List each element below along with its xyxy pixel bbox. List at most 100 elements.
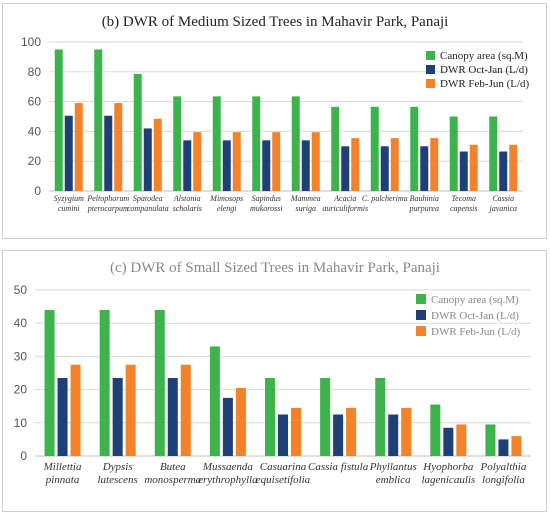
- bar-oct: [420, 146, 429, 191]
- category-label: capensis: [450, 204, 478, 213]
- bar-canopy: [375, 377, 386, 456]
- category-label: lutescens: [98, 474, 138, 486]
- bar-canopy: [331, 106, 340, 191]
- bar-feb: [469, 144, 478, 191]
- category-label: mukorossi: [250, 204, 283, 213]
- category-label: lagenicaulis: [421, 474, 475, 486]
- bar-oct: [112, 377, 123, 456]
- bar-feb: [232, 132, 241, 191]
- chart-panel-medium-trees: (b) DWR of Medium Sized Trees in Mahavir…: [2, 3, 547, 239]
- bar-canopy: [320, 377, 331, 456]
- legend-label: DWR Feb-Jun (L/d): [431, 326, 521, 338]
- bar-oct: [380, 146, 389, 191]
- category-label: purpurea: [409, 204, 439, 213]
- bar-oct: [167, 377, 178, 456]
- y-tick-label: 80: [28, 65, 42, 79]
- bar-oct: [64, 115, 73, 191]
- bar-feb: [456, 424, 467, 456]
- bar-feb: [272, 132, 281, 191]
- category-label: Phyllantus: [369, 461, 417, 473]
- legend-swatch-canopy: [426, 51, 435, 60]
- category-label: cumini: [58, 204, 80, 213]
- category-label: Cassia: [492, 194, 514, 203]
- chart-title: (c) DWR of Small Sized Trees in Mahavir …: [110, 260, 440, 276]
- category-label: erythrophylla: [198, 474, 258, 486]
- legend-swatch-feb: [416, 326, 426, 336]
- bar-oct: [143, 128, 152, 191]
- bar-canopy: [99, 309, 110, 456]
- bar-feb: [74, 103, 83, 191]
- y-tick-label: 0: [20, 449, 27, 463]
- y-tick-label: 60: [28, 95, 42, 109]
- category-label: companulata: [127, 204, 169, 213]
- category-label: Casuarina: [260, 461, 307, 473]
- bar-feb: [125, 364, 136, 456]
- bar-oct: [499, 151, 508, 191]
- category-label: monosperma: [144, 474, 201, 486]
- bar-feb: [180, 364, 191, 456]
- legend-swatch-oct: [426, 65, 435, 74]
- category-label: auriculiformis: [322, 204, 368, 213]
- bar-canopy: [265, 377, 275, 456]
- bar-oct: [262, 140, 271, 191]
- bar-canopy: [94, 49, 103, 192]
- category-label: Butea: [160, 461, 186, 473]
- y-tick-label: 10: [14, 416, 28, 430]
- bar-feb: [153, 118, 162, 191]
- category-label: Acacia: [333, 194, 356, 203]
- category-label: equisetifolia: [256, 474, 311, 486]
- category-label: javanica: [488, 204, 517, 213]
- bar-oct: [333, 414, 344, 456]
- bar-oct: [498, 439, 509, 456]
- bar-canopy: [489, 116, 498, 191]
- bar-feb: [511, 436, 522, 456]
- category-label: Mussaenda: [202, 461, 254, 473]
- legend-label: DWR Oct-Jan (L/d): [440, 64, 528, 76]
- y-tick-label: 20: [28, 154, 42, 168]
- legend-swatch-feb: [426, 79, 435, 88]
- bar-feb: [114, 103, 123, 191]
- bar-feb: [235, 387, 246, 456]
- category-label: pinnata: [45, 474, 80, 486]
- category-label: Peltophorum: [86, 194, 129, 203]
- bar-canopy: [173, 96, 182, 191]
- bar-feb: [351, 138, 360, 191]
- bar-oct: [183, 140, 192, 191]
- bar-oct: [443, 427, 454, 456]
- bar-canopy: [154, 309, 165, 456]
- bar-feb: [401, 407, 412, 456]
- y-tick-label: 50: [14, 283, 28, 297]
- category-label: Bauhinia: [410, 194, 439, 203]
- chart-panel-small-trees: (c) DWR of Small Sized Trees in Mahavir …: [2, 250, 547, 512]
- category-label: pterocarpum: [87, 204, 129, 213]
- category-label: Alstonia: [173, 194, 201, 203]
- bar-canopy: [485, 424, 496, 456]
- category-label: Hyophorba: [422, 461, 474, 473]
- chart-title: (b) DWR of Medium Sized Trees in Mahavir…: [102, 14, 449, 30]
- bar-oct: [341, 146, 350, 191]
- bar-canopy: [209, 346, 220, 456]
- y-tick-label: 20: [14, 383, 28, 397]
- category-label: elengi: [217, 204, 237, 213]
- bar-canopy: [449, 116, 458, 191]
- category-label: emblica: [376, 474, 411, 486]
- legend-label: Canopy area (sq.M): [440, 50, 528, 62]
- bar-oct: [388, 414, 399, 456]
- y-tick-label: 0: [34, 184, 41, 198]
- medium-trees-chart: (b) DWR of Medium Sized Trees in Mahavir…: [21, 14, 530, 213]
- category-label: Mammea: [290, 194, 321, 203]
- legend-label: Canopy area (sq.M): [431, 294, 519, 306]
- bar-feb: [311, 132, 320, 191]
- bar-feb: [70, 364, 81, 456]
- bar-oct: [57, 377, 68, 456]
- bar-oct: [278, 414, 288, 456]
- y-tick-label: 100: [21, 35, 41, 49]
- bar-feb: [509, 144, 518, 191]
- bar-canopy: [370, 106, 379, 191]
- category-label: Millettia: [43, 461, 82, 473]
- category-label: Tecoma: [451, 194, 476, 203]
- y-tick-label: 30: [14, 349, 28, 363]
- bar-oct: [222, 397, 233, 456]
- bar-canopy: [212, 96, 221, 191]
- bar-feb: [346, 407, 357, 456]
